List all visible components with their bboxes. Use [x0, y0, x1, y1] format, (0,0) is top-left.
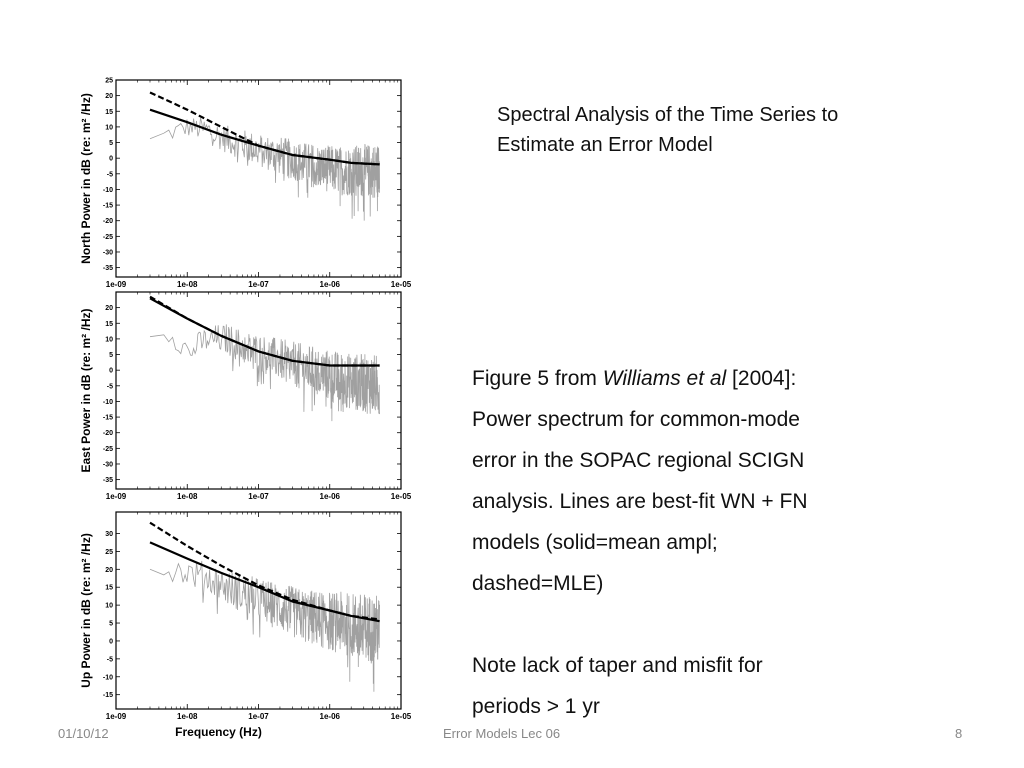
east-ytick-label: -20: [103, 430, 113, 437]
east-ytick-label: -10: [103, 399, 113, 406]
up-ytick-label: 20: [105, 567, 113, 574]
caption-line-2: Power spectrum for common-mode: [472, 408, 800, 431]
caption-line-1-suffix: [2004]:: [726, 367, 797, 390]
caption-citation: Williams et al: [602, 367, 727, 390]
north-ytick-label: 0: [109, 156, 113, 163]
power-spectrum-figure: 25 20 15 10 5 0 -5 -10 -15 -20 -25 -30 -35 1e-09 1e-08…: [78, 72, 424, 744]
north-ytick-label: 25: [105, 78, 113, 85]
east-ytick-label: -5: [107, 383, 113, 390]
caption-note-2: periods > 1 yr: [472, 695, 600, 718]
up-xtick-label: 1e-08: [177, 712, 198, 721]
power-spectrum-svg: 25 20 15 10 5 0 -5 -10 -15 -20 -25 -30 -35 1e-09 1e-08…: [79, 78, 412, 740]
caption-line-6: dashed=MLE): [472, 572, 604, 595]
north-ytick-label: -30: [103, 249, 113, 256]
north-ytick-label: -20: [103, 218, 113, 225]
north-ytick-label: 20: [105, 93, 113, 100]
up-model-dashed-line: [149, 521, 380, 621]
footer-title: Error Models Lec 06: [443, 726, 561, 741]
up-ytick-label: 10: [105, 603, 113, 610]
up-xtick-label: 1e-09: [106, 712, 127, 721]
east-ytick-label: 10: [105, 336, 113, 343]
east-xtick-label: 1e-09: [106, 492, 127, 501]
caption-line-1: Figure 5 from Williams et al [2004]:: [472, 358, 912, 399]
up-ytick-label: -10: [103, 674, 113, 681]
up-xtick-label: 1e-07: [248, 712, 269, 721]
east-xtick-label: 1e-06: [320, 492, 341, 501]
up-ytick-label: 25: [105, 549, 113, 556]
up-panel: 30 25 20 15 10 5 0 -5 -10 -15 1e-09 1e-08 1e-07 1e-06…: [79, 511, 412, 739]
caption-note-1: Note lack of taper and misfit for: [472, 654, 763, 677]
up-xlabel: Frequency (Hz): [175, 725, 262, 739]
caption-line-3: error in the SOPAC regional SCIGN: [472, 449, 805, 472]
north-xtick-label: 1e-05: [391, 280, 412, 289]
footer-page-number: 8: [955, 726, 963, 741]
north-xtick-label: 1e-08: [177, 280, 198, 289]
north-spectrum-line: [149, 117, 380, 221]
east-ytick-label: -30: [103, 461, 113, 468]
east-ytick-label: 0: [109, 368, 113, 375]
north-xtick-label: 1e-06: [320, 280, 341, 289]
north-xtick-label: 1e-07: [248, 280, 269, 289]
up-ytick-label: -15: [103, 692, 113, 699]
east-ylabel: East Power in dB (re: m² /Hz): [79, 308, 93, 472]
east-xtick-label: 1e-05: [391, 492, 412, 501]
north-ytick-label: 15: [105, 109, 113, 116]
up-ytick-label: 0: [109, 638, 113, 645]
up-ytick-label: -5: [107, 656, 113, 663]
east-panel: 20 15 10 5 0 -5 -10 -15 -20 -25 -30 -35 1e-09 1e-08 1e…: [79, 291, 412, 501]
north-ytick-label: -15: [103, 203, 113, 210]
east-xtick-label: 1e-07: [248, 492, 269, 501]
north-ytick-label: -35: [103, 265, 113, 272]
east-ytick-label: 20: [105, 305, 113, 312]
east-ytick-label: -15: [103, 415, 113, 422]
east-ytick-label: 5: [109, 352, 113, 359]
east-ytick-label: 15: [105, 321, 113, 328]
up-ytick-label: 15: [105, 585, 113, 592]
north-ytick-label: -25: [103, 234, 113, 241]
up-xtick-label: 1e-06: [320, 712, 341, 721]
footer-date: 01/10/12: [58, 726, 109, 741]
north-ylabel: North Power in dB (re: m² /Hz): [79, 93, 93, 264]
north-model-dashed-line: [149, 91, 380, 166]
caption-line-4: analysis. Lines are best-fit WN + FN: [472, 490, 808, 513]
north-ytick-label: -5: [107, 171, 113, 178]
up-ytick-label: 5: [109, 621, 113, 628]
caption-line-1-prefix: Figure 5 from: [472, 367, 603, 390]
slide-title: Spectral Analysis of the Time Series to …: [497, 104, 839, 156]
caption-spacer: [472, 604, 912, 645]
east-ytick-label: -35: [103, 477, 113, 484]
caption-line-5: models (solid=mean ampl;: [472, 531, 718, 554]
north-ytick-label: 10: [105, 124, 113, 131]
north-xtick-label: 1e-09: [106, 280, 127, 289]
north-ytick-label: 5: [109, 140, 113, 147]
north-panel: 25 20 15 10 5 0 -5 -10 -15 -20 -25 -30 -35 1e-09 1e-08…: [79, 78, 412, 290]
up-xtick-label: 1e-05: [391, 712, 412, 721]
north-ytick-label: -10: [103, 187, 113, 194]
east-model-dashed-line: [149, 295, 380, 367]
figure-caption: Figure 5 from Williams et al [2004]: Pow…: [472, 358, 912, 727]
east-xtick-label: 1e-08: [177, 492, 198, 501]
up-ytick-label: 30: [105, 531, 113, 538]
up-spectrum-line: [149, 560, 380, 692]
up-ylabel: Up Power in dB (re: m² /Hz): [79, 533, 93, 688]
east-ytick-label: -25: [103, 446, 113, 453]
